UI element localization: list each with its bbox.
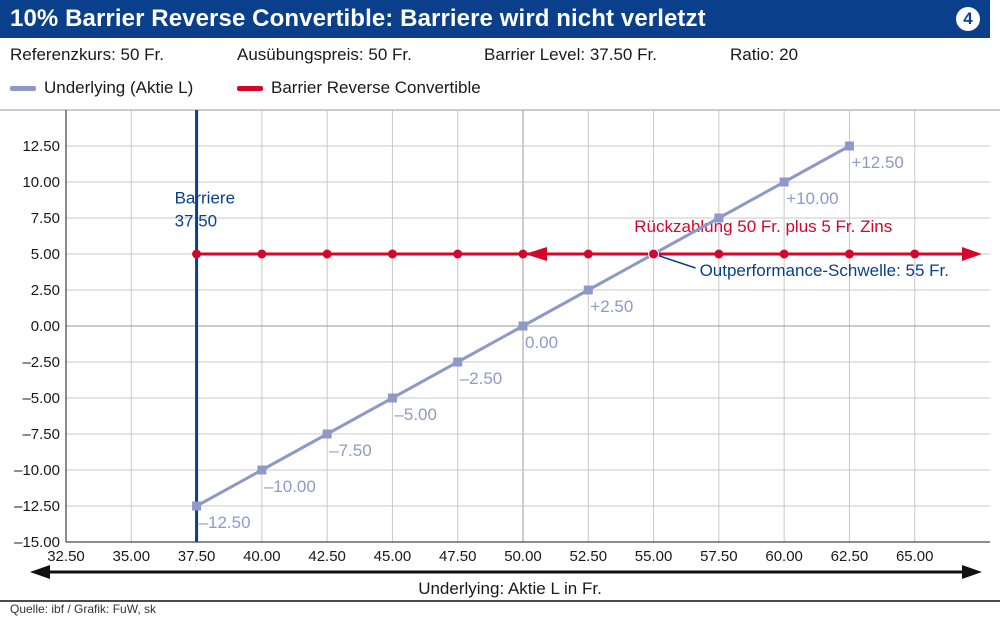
underlying-value-label: +10.00 [786,189,838,208]
legend-item-underlying: Underlying (Aktie L) [10,78,193,98]
underlying-point [583,285,593,295]
underlying-point [257,465,267,475]
brc-point [583,249,593,259]
underlying-point [844,141,854,151]
repayment-annotation: Rückzahlung 50 Fr. plus 5 Fr. Zins [634,217,892,236]
underlying-point [518,321,528,331]
underlying-value-label: –7.50 [329,441,372,460]
barrier-value-label: 37.50 [175,212,218,231]
outperformance-leader [653,253,696,269]
x-tick-label: 52.50 [570,548,608,565]
legend-swatch-underlying [10,86,36,92]
y-tick-label: 7.50 [31,210,60,227]
x-axis-label: Underlying: Aktie L in Fr. [418,579,602,598]
chart-title: 10% Barrier Reverse Convertible: Barrier… [10,5,706,32]
x-tick-label: 60.00 [765,548,803,565]
y-tick-label: 0.00 [31,318,60,335]
underlying-point [779,177,789,187]
brc-point [779,249,789,259]
underlying-value-label: –12.50 [199,513,251,532]
x-tick-label: 62.50 [831,548,869,565]
x-tick-label: 42.50 [308,548,346,565]
y-tick-label: –15.00 [14,534,60,551]
underlying-point [322,429,332,439]
y-tick-label: 12.50 [22,138,60,155]
x-tick-label: 45.00 [374,548,412,565]
brc-point [518,249,528,259]
legend-swatch-brc [237,86,263,92]
x-axis-arrow-right [962,565,982,579]
reference-price: Referenzkurs: 50 Fr. [10,45,165,64]
x-tick-label: 37.50 [178,548,216,565]
legend-label-brc: Barrier Reverse Convertible [271,78,481,97]
outperformance-point [648,248,660,260]
brc-point [322,249,332,259]
underlying-value-label: –2.50 [460,369,503,388]
source-note: Quelle: ibf / Grafik: FuW, sk [10,602,157,616]
underlying-value-label: 0.00 [525,333,558,352]
brc-point [387,249,397,259]
legend: Underlying (Aktie L) Barrier Reverse Con… [0,78,1000,102]
underlying-point [714,213,724,223]
barrier-level: Barrier Level: 37.50 Fr. [484,45,657,64]
y-tick-label: –5.00 [22,390,60,407]
parameter-row: Referenzkurs: 50 Fr. Ausübungspreis: 50 … [0,45,1000,69]
x-tick-label: 50.00 [504,548,542,565]
underlying-value-label: +2.50 [590,297,633,316]
y-tick-label: 10.00 [22,174,60,191]
barrier-label: Barriere [175,189,235,208]
outperformance-annotation: Outperformance-Schwelle: 55 Fr. [700,261,949,280]
x-tick-label: 32.50 [47,548,85,565]
x-tick-label: 65.00 [896,548,934,565]
x-tick-label: 55.00 [635,548,673,565]
brc-point [844,249,854,259]
underlying-point [192,501,202,511]
x-tick-label: 35.00 [113,548,151,565]
y-tick-label: –12.50 [14,498,60,515]
figure-number-badge: 4 [956,7,980,31]
brc-point [257,249,267,259]
underlying-point [453,357,463,367]
ratio: Ratio: 20 [730,45,799,64]
legend-label-underlying: Underlying (Aktie L) [44,78,194,97]
brc-point [453,249,463,259]
chart-area: 32.50 35.00 37.50 40.00 42.50 45.00 47.50 50.00… [0,108,1000,603]
underlying-value-label: –5.00 [394,405,437,424]
y-tick-label: 2.50 [31,282,60,299]
brc-point [714,249,724,259]
x-tick-label: 47.50 [439,548,477,565]
brc-point [910,249,920,259]
underlying-value-label: +12.50 [851,153,903,172]
strike-price: Ausübungspreis: 50 Fr. [237,45,412,64]
brc-arrow-left [525,247,547,261]
x-tick-label: 40.00 [243,548,281,565]
brc-arrow-right [962,247,982,261]
underlying-value-label: –10.00 [264,477,316,496]
payoff-chart: 32.50 35.00 37.50 40.00 42.50 45.00 47.50 50.00… [0,109,1000,602]
brc-point [192,249,202,259]
x-axis-arrow-left [30,565,50,579]
y-tick-label: –7.50 [22,426,60,443]
legend-item-brc: Barrier Reverse Convertible [237,78,481,98]
x-tick-label: 57.50 [700,548,738,565]
underlying-point [387,393,397,403]
y-tick-label: 5.00 [31,246,60,263]
y-tick-label: –10.00 [14,462,60,479]
title-bar: 10% Barrier Reverse Convertible: Barrier… [0,0,990,38]
y-tick-label: –2.50 [22,354,60,371]
